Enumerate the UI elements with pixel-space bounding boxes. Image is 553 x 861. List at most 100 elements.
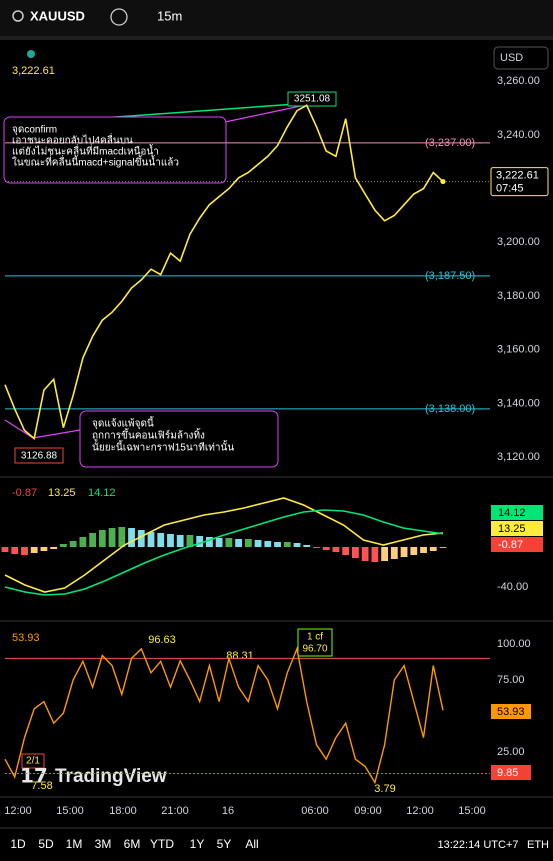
logo: 𝟭𝟳 [20,765,48,787]
last-price: 3,222.61 [12,65,55,77]
histogram-bar [420,547,427,553]
rsi-label: 96.70 [302,644,327,655]
x-tick-label: 16 [222,805,234,817]
price-line-label: (3,187.50) - [425,270,482,282]
histogram-bar [215,538,223,547]
histogram-bar [59,544,67,547]
cf-box [297,628,333,657]
rsi-label: 3.79 [374,783,395,795]
range-button[interactable]: 1D [10,837,26,851]
macd-legend: 13.25 [48,487,76,499]
price-tag [490,167,549,197]
histogram-bar [332,547,340,552]
rsi-label: 96.63 [148,634,176,646]
histogram-bar [186,535,194,547]
pointer [4,419,34,439]
histogram-bar [439,547,447,548]
histogram-bar [342,547,350,555]
rsi-label: 1 cf [307,632,323,643]
price-line-label: (3,138.00) - [425,403,482,415]
histogram-bar [69,541,77,547]
histogram-bar [98,530,106,547]
clock: 13:22:14 UTC+7 [437,839,518,851]
histogram-bar [40,547,48,551]
macd-line [4,497,444,593]
histogram-bar [351,547,359,558]
value-tag-label: 9.85 [497,767,518,779]
currency-box[interactable] [493,46,549,70]
histogram-bar [429,547,437,551]
range-button[interactable]: 1Y [190,837,205,851]
rsi-label: 88.31 [226,650,254,662]
currency[interactable]: USD [500,52,523,64]
note-text: จุดแจ้งแพ้จุดนี้ [92,416,154,430]
histogram-bar [361,547,369,561]
symbol[interactable]: XAUUSD [30,8,85,23]
y-tick-label: 3,200.00 [497,236,540,248]
histogram-bar [244,539,252,547]
status-dot [27,50,35,58]
value-tag-label: -0.87 [498,539,523,551]
histogram-bar [118,527,126,547]
histogram-bar [11,547,19,554]
add-icon[interactable] [110,8,128,26]
pointer [224,103,311,123]
x-tick-label: 15:00 [458,805,486,817]
x-tick-label: 06:00 [301,805,329,817]
histogram-bar [254,540,262,547]
toolbar [0,0,553,36]
note-text: จุดconfirm [12,125,57,136]
value-tag-label: 53.93 [497,706,525,718]
range-button[interactable]: 6M [124,837,141,851]
histogram-bar [274,542,281,547]
histogram-bar [225,538,233,547]
range-button[interactable]: All [245,837,258,851]
note-text: เอาชนะคอยกลับไป4คลื่นบน [12,133,133,147]
histogram-bar [21,547,28,555]
histogram-bar [293,543,301,547]
y-tick-label: 25.00 [497,746,525,758]
histogram-bar [400,547,408,557]
rsi-line [4,646,444,785]
histogram-bar [50,547,58,549]
search-icon[interactable] [12,10,24,22]
range-button[interactable]: 3M [95,837,112,851]
session[interactable]: ETH [527,839,549,851]
range-button[interactable]: 5D [38,837,54,851]
value-tag [491,704,531,719]
histogram-bar [390,547,398,559]
note-text: แต่ยังไม่ชนะคลื่นที่มีmacdเหนือน้ำ [12,144,159,158]
note-text: ถูกการขึ้นคอนเฟิร์มล้างทิ้ง [92,428,205,442]
histogram-bar [176,535,184,547]
histogram-bar [235,539,243,547]
histogram-bar [79,537,87,547]
histogram-bar [322,547,330,550]
low-label: 3126.88 [21,451,58,462]
x-tick-label: 15:00 [56,805,84,817]
macd-legend: -0.87 [12,487,37,499]
y-tick-label: 3,240.00 [497,129,540,141]
mark-box [21,753,45,769]
histogram-bar [196,536,204,547]
high-box [287,91,337,107]
y-tick-label: 100.00 [497,638,531,650]
histogram-bar [157,533,165,547]
value-tag [491,765,531,780]
histogram-bar [128,528,135,547]
range-button[interactable]: 5Y [217,837,232,851]
note-text: ในขณะที่คลื่นนี้macd+signalขึ้นน้ำแล้ว [12,155,179,169]
y-tick-label: 3,120.00 [497,451,540,463]
low-box [14,447,64,464]
high-label: 3251.08 [294,94,331,105]
range-button[interactable]: YTD [150,837,174,851]
histogram-bar [108,528,116,547]
x-tick-label: 21:00 [161,805,189,817]
price-tag-label: 3,222.61 [496,169,539,181]
note-box [3,116,227,184]
value-tag [491,537,543,552]
histogram-bar [137,530,145,547]
range-button[interactable]: 1M [66,837,83,851]
interval[interactable]: 15m [157,8,182,23]
x-tick-label: 12:00 [4,805,32,817]
